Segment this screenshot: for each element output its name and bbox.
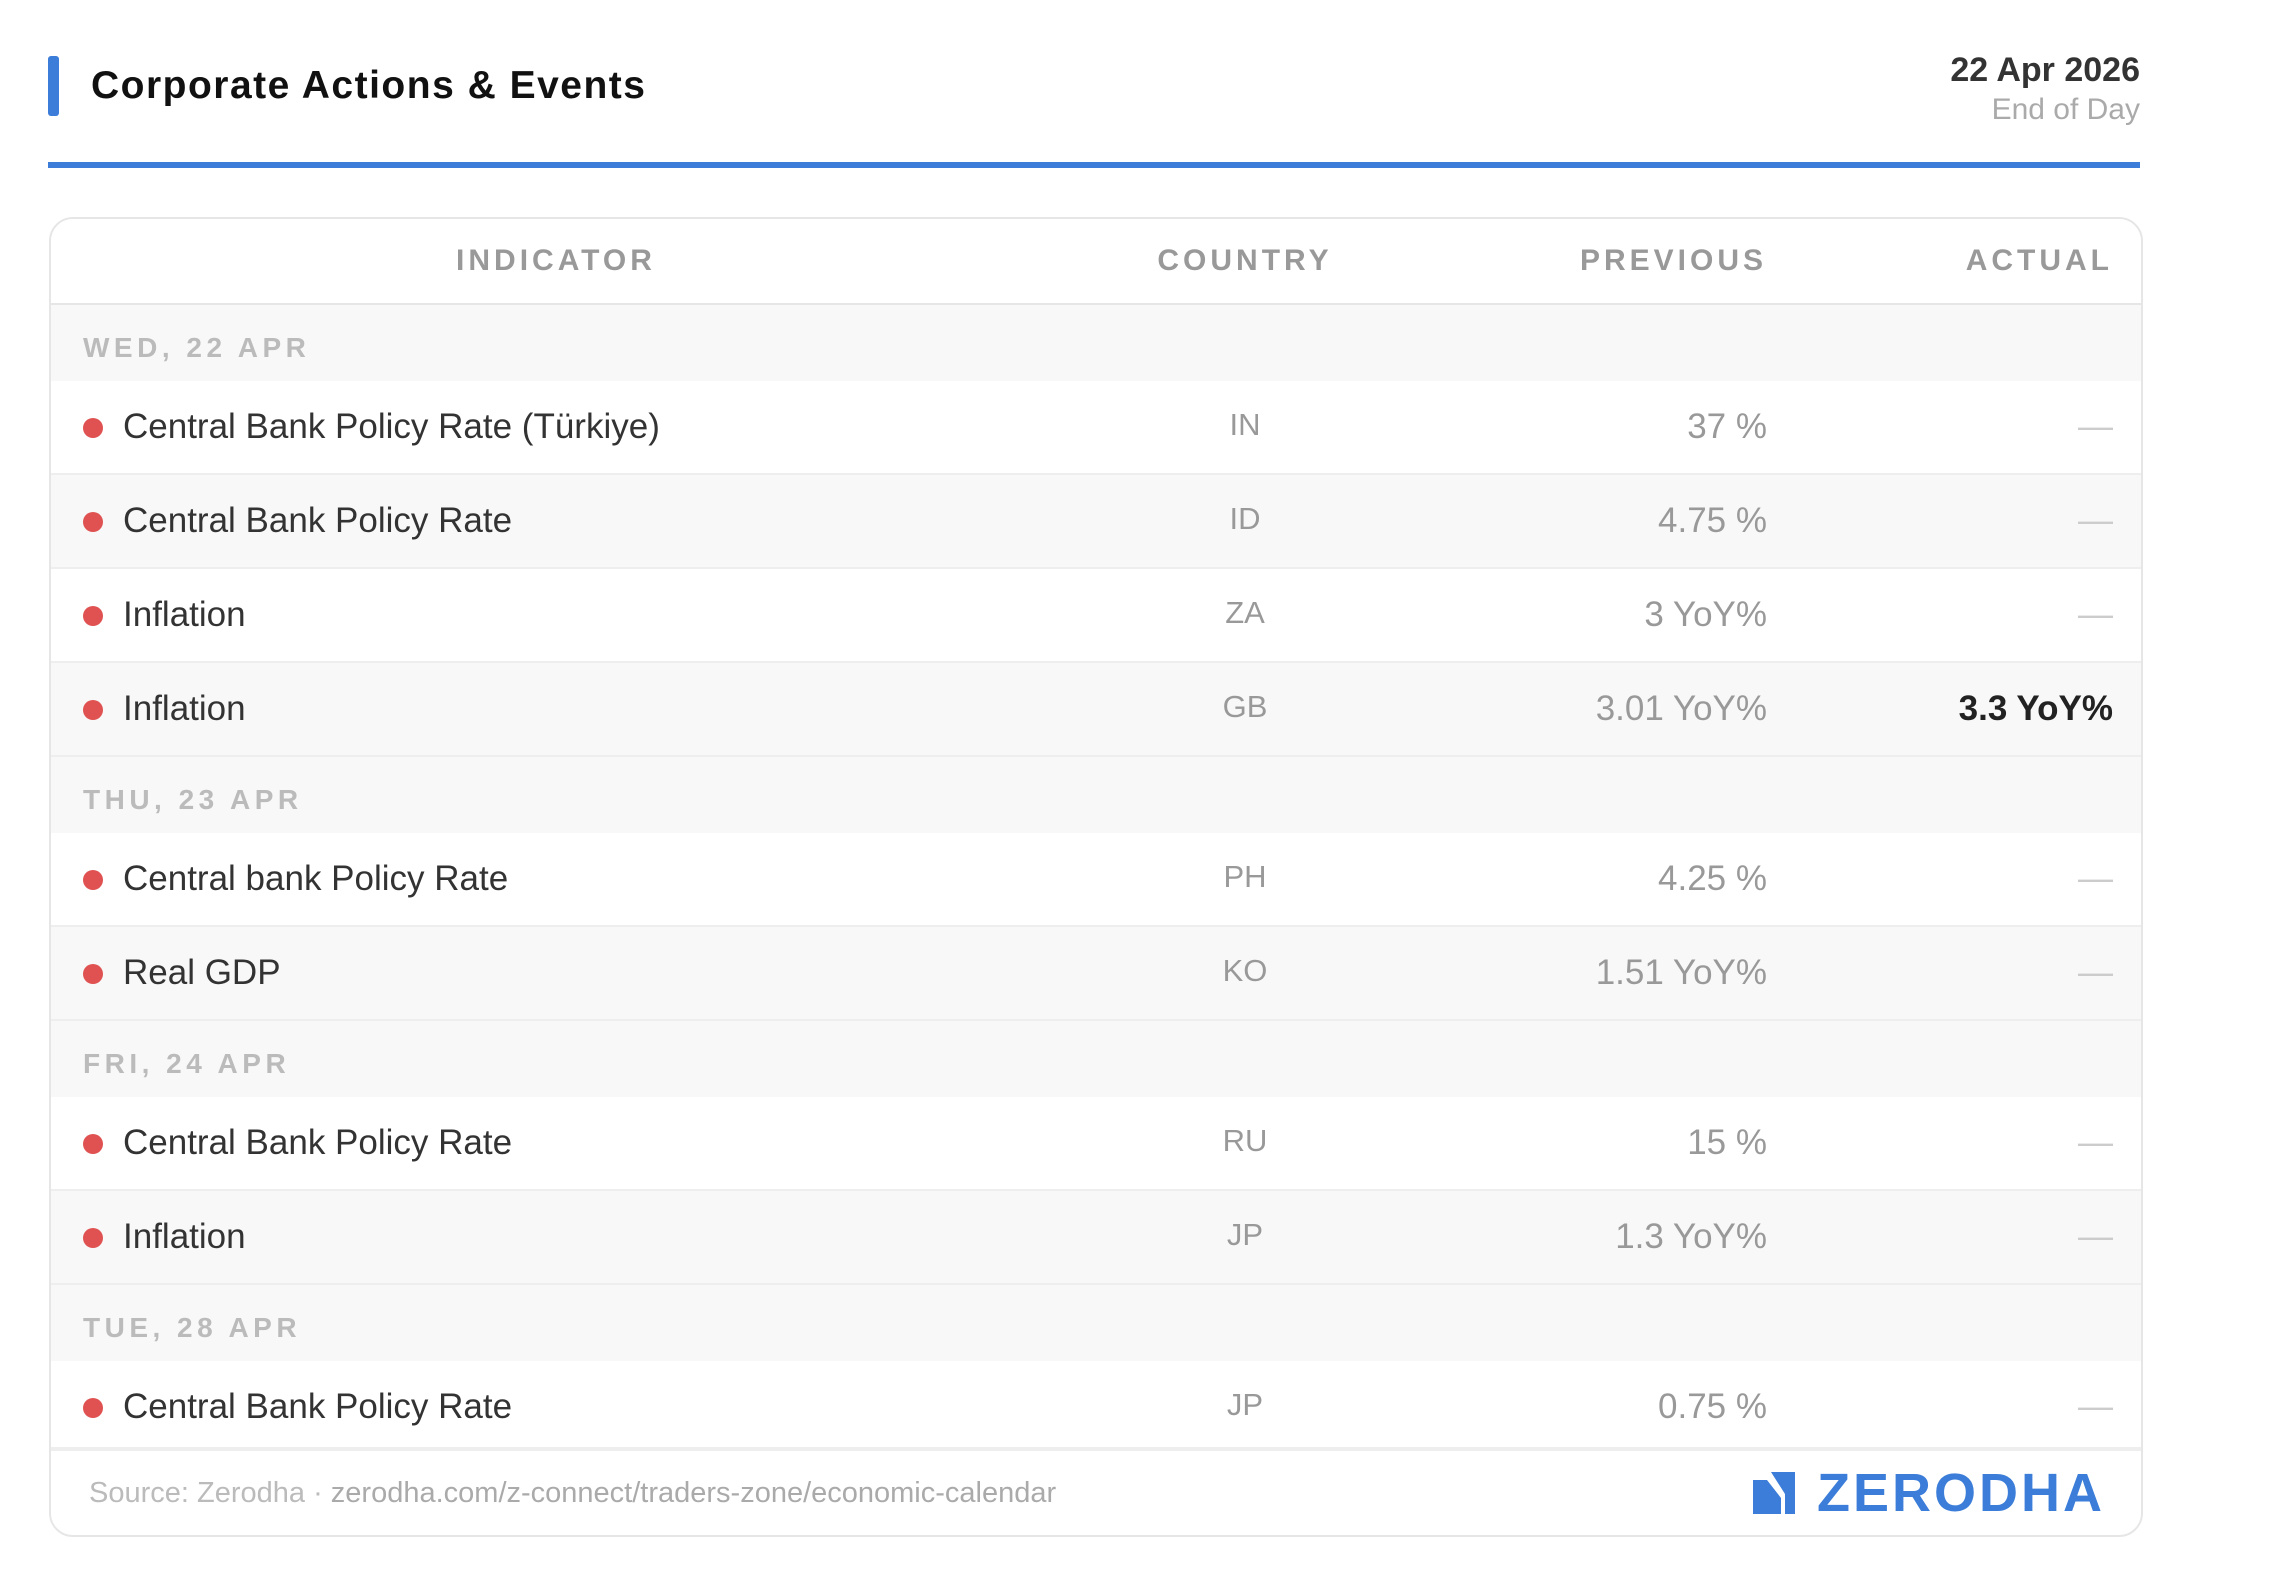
date-group-label: THU, 23 APR	[51, 757, 2141, 833]
previous-value: 4.25 %	[1658, 859, 1767, 898]
title-accent-bar	[48, 56, 59, 116]
date-group-label: TUE, 28 APR	[51, 1285, 2141, 1361]
indicator-name: Inflation	[123, 689, 246, 728]
report-date: 22 Apr 2026	[1950, 51, 2140, 89]
event-row[interactable]: Inflation ZA 3 YoY% —	[51, 569, 2141, 663]
country-code: PH	[1223, 859, 1267, 894]
previous-value: 1.3 YoY%	[1615, 1217, 1767, 1256]
brand-logo: ZERODHA	[1753, 1451, 2105, 1535]
importance-dot-icon	[83, 606, 103, 626]
country-code: JP	[1226, 1387, 1264, 1422]
importance-dot-icon	[83, 1228, 103, 1248]
source-label: Source: Zerodha	[89, 1477, 306, 1509]
date-block: 22 Apr 2026 End of Day	[1950, 48, 2140, 128]
previous-value: 15 %	[1687, 1123, 1767, 1162]
event-row[interactable]: Central Bank Policy Rate (Türkiye) IN 37 %…	[51, 381, 2141, 475]
importance-dot-icon	[83, 1134, 103, 1154]
indicator-name: Central Bank Policy Rate	[123, 501, 513, 540]
actual-empty-dash: —	[2078, 953, 2113, 992]
date-group-label: FRI, 24 APR	[51, 1021, 2141, 1097]
column-header-previous: PREVIOUS	[1579, 244, 1767, 277]
previous-value: 1.51 YoY%	[1595, 953, 1767, 992]
actual-empty-dash: —	[2078, 859, 2113, 898]
importance-dot-icon	[83, 1398, 103, 1418]
previous-value: 37 %	[1687, 407, 1767, 446]
importance-dot-icon	[83, 870, 103, 890]
page-title: Corporate Actions & Events	[91, 64, 647, 107]
column-header-country: COUNTRY	[1157, 244, 1333, 277]
actual-empty-dash: —	[2078, 407, 2113, 446]
actual-empty-dash: —	[2078, 1123, 2113, 1162]
report-subtitle: End of Day	[1991, 93, 2140, 126]
event-row[interactable]: Inflation GB 3.01 YoY% 3.3 YoY%	[51, 663, 2141, 757]
country-code: KO	[1222, 953, 1268, 988]
actual-empty-dash: —	[2078, 501, 2113, 540]
actual-empty-dash: —	[2078, 1217, 2113, 1256]
event-row[interactable]: Central bank Policy Rate PH 4.25 % —	[51, 833, 2141, 927]
source-separator: ·	[305, 1477, 331, 1509]
actual-value: 3.3 YoY%	[1958, 689, 2113, 728]
country-code: IN	[1229, 407, 1261, 442]
importance-dot-icon	[83, 964, 103, 984]
indicator-name: Central Bank Policy Rate (Türkiye)	[123, 407, 660, 446]
country-code: ZA	[1225, 595, 1265, 630]
source-url-link[interactable]: zerodha.com/z-connect/traders-zone/econo…	[330, 1477, 1057, 1509]
previous-value: 3 YoY%	[1644, 595, 1767, 634]
table-header: INDICATOR COUNTRY PREVIOUS ACTUAL	[51, 219, 2141, 305]
country-code: RU	[1222, 1123, 1268, 1158]
event-row[interactable]: Central Bank Policy Rate ID 4.75 % —	[51, 475, 2141, 569]
country-code: JP	[1226, 1217, 1264, 1252]
source-note: Source: Zerodha · zerodha.com/z-connect/…	[89, 1451, 1056, 1535]
table-body: WED, 22 APR Central Bank Policy Rate (Tür…	[51, 305, 2141, 1453]
previous-value: 3.01 YoY%	[1595, 689, 1767, 728]
indicator-name: Inflation	[123, 1217, 246, 1256]
indicator-name: Inflation	[123, 595, 246, 634]
column-header-actual: ACTUAL	[1965, 244, 2113, 277]
header-divider	[48, 162, 2140, 168]
indicator-name: Central bank Policy Rate	[123, 859, 509, 898]
indicator-name: Central Bank Policy Rate	[123, 1123, 513, 1162]
event-row[interactable]: Central Bank Policy Rate RU 15 % —	[51, 1097, 2141, 1191]
event-row[interactable]: Real GDP KO 1.51 YoY% —	[51, 927, 2141, 1021]
actual-empty-dash: —	[2078, 595, 2113, 634]
zerodha-logo-icon	[1753, 1472, 1795, 1514]
previous-value: 0.75 %	[1658, 1387, 1767, 1426]
event-row[interactable]: Central Bank Policy Rate JP 0.75 % —	[51, 1361, 2141, 1453]
page-header: Corporate Actions & Events 22 Apr 2026 E…	[48, 48, 2140, 152]
events-table-card: INDICATOR COUNTRY PREVIOUS ACTUAL WED, 2…	[49, 217, 2143, 1537]
previous-value: 4.75 %	[1658, 501, 1767, 540]
table-footer: Source: Zerodha · zerodha.com/z-connect/…	[51, 1447, 2141, 1535]
importance-dot-icon	[83, 700, 103, 720]
date-group-label: WED, 22 APR	[51, 305, 2141, 381]
importance-dot-icon	[83, 512, 103, 532]
indicator-name: Central Bank Policy Rate	[123, 1387, 513, 1426]
importance-dot-icon	[83, 418, 103, 438]
actual-empty-dash: —	[2078, 1387, 2113, 1426]
indicator-name: Real GDP	[123, 953, 281, 992]
column-header-indicator: INDICATOR	[456, 244, 656, 277]
country-code: GB	[1222, 689, 1268, 724]
event-row[interactable]: Inflation JP 1.3 YoY% —	[51, 1191, 2141, 1285]
brand-name: ZERODHA	[1817, 1463, 2105, 1523]
country-code: ID	[1229, 501, 1261, 536]
